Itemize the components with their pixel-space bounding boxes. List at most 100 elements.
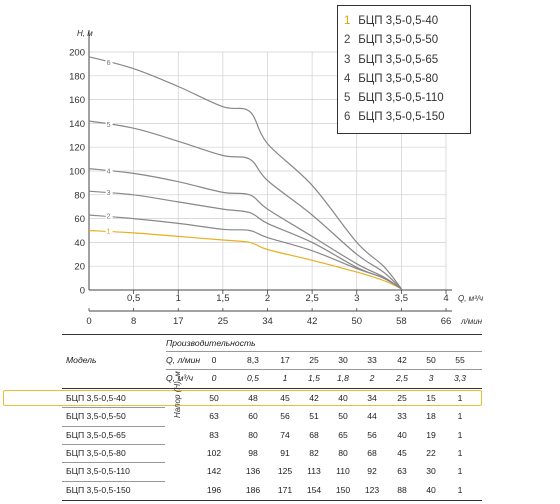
x-tick-label-q: 0,5 <box>127 293 140 304</box>
head-value: 125 <box>277 466 293 477</box>
curve-label-bg <box>105 167 113 176</box>
highlight-row-frame <box>3 390 482 406</box>
x-tick-label-flow: 17 <box>173 316 184 327</box>
flow-m3h-row: Q, м³/ч 0 0,5 1 1,5 1,8 2 2,5 3 3,3 <box>62 370 482 386</box>
header-bottom-border <box>62 388 482 389</box>
row-separator <box>62 425 165 427</box>
table-bottom-border <box>62 499 482 501</box>
head-value: 15 <box>426 393 436 403</box>
y-tick-label: 60 <box>74 214 85 225</box>
x-tick-label-q: 2 <box>265 293 270 304</box>
head-value: 40 <box>397 429 407 440</box>
curve-label-bg <box>105 121 113 130</box>
y-tick-label: 120 <box>69 143 85 154</box>
y-tick-label: 160 <box>69 95 85 106</box>
x-tick-label-q: 2,5 <box>306 293 319 304</box>
x-tick-label-flow: 66 <box>441 316 452 327</box>
head-value: 110 <box>336 466 350 477</box>
head-value: 68 <box>309 429 319 440</box>
flow-lpm-value: 8,3 <box>247 355 259 365</box>
curve-number-label: 3 <box>107 190 111 197</box>
row-separator <box>62 480 165 482</box>
x-tick-label-q: 3 <box>354 293 359 304</box>
head-value: 22 <box>426 447 436 458</box>
curve-5 <box>88 120 402 290</box>
head-value: 1 <box>457 466 463 477</box>
flow-m3h-value: 3 <box>428 373 434 383</box>
head-value: 19 <box>426 429 436 440</box>
flow-m3h-value: 1,8 <box>337 373 349 383</box>
x-axis-label-q: Q, м³/ч <box>458 294 483 303</box>
legend-model-name: БЦП 3,5-0,5-80 <box>355 72 439 85</box>
head-value: 196 <box>206 484 222 495</box>
head-value: 45 <box>280 393 290 403</box>
flow-m3h-value: 0 <box>211 373 217 383</box>
x-tick-label-q: 4 <box>443 293 448 304</box>
legend-item: 6 БЦП 3,5-0,5-150 <box>344 108 470 127</box>
legend-number: 4 <box>344 72 351 85</box>
table-row: БЦП 3,5-0,5-50 63 60 56 51 50 44 33 18 1 <box>62 408 482 424</box>
legend-model-name: БЦП 3,5-0,5-50 <box>355 34 439 47</box>
head-value: 51 <box>309 411 319 422</box>
legend-model-name: БЦП 3,5-0,5-150 <box>355 111 445 124</box>
flow-lpm-value: 30 <box>338 355 348 365</box>
x-tick-label-flow: 58 <box>396 316 407 327</box>
head-value: 80 <box>248 429 258 440</box>
head-value: 1 <box>457 411 463 422</box>
flow-lpm-row: Модель Q, л/мин 0 8,3 17 25 30 33 42 50 55 <box>62 352 482 368</box>
y-tick-label: 0 <box>80 286 85 297</box>
x-tick-label-flow: 42 <box>307 316 318 327</box>
head-value: 42 <box>309 393 319 403</box>
row-separator <box>62 407 165 409</box>
y-tick-label: 80 <box>74 190 85 201</box>
head-value: 56 <box>367 429 377 440</box>
flow-m3h-value: 2,5 <box>396 373 408 383</box>
head-value: 171 <box>277 484 293 495</box>
legend-number: 6 <box>344 111 351 124</box>
curve-label-bg <box>105 227 113 236</box>
model-name: БЦП 3,5-0,5-65 <box>66 429 126 440</box>
x-tick-label-q: 1 <box>176 293 181 304</box>
head-value: 142 <box>206 466 222 477</box>
head-value: 1 <box>457 484 463 495</box>
head-value: 44 <box>367 411 377 422</box>
flow-m3h-label: Q, м³/ч <box>166 373 194 383</box>
head-value: 18 <box>426 411 436 422</box>
flow-m3h-value: 0,5 <box>247 373 259 383</box>
curve-1 <box>88 229 402 290</box>
legend-item: 5 БЦП 3,5-0,5-110 <box>344 89 470 108</box>
x-tick-label-flow: 8 <box>131 316 136 327</box>
legend-number: 1 <box>344 15 351 27</box>
head-value: 40 <box>426 484 436 495</box>
head-value: 74 <box>280 429 290 440</box>
x-tick-label-flow: 0 <box>86 316 91 327</box>
flow-lpm-value: 17 <box>280 355 290 365</box>
legend-item: 1 БЦП 3,5-0,5-40 <box>344 12 470 31</box>
y-tick-label: 20 <box>74 262 85 273</box>
head-value: 56 <box>280 411 290 422</box>
curve-3 <box>88 190 402 290</box>
head-value: 60 <box>248 411 258 422</box>
legend-item: 4 БЦП 3,5-0,5-80 <box>344 70 470 89</box>
legend-number: 2 <box>344 34 351 47</box>
table-row: БЦП 3,5-0,5-65 83 80 74 68 65 56 40 19 1 <box>62 427 482 443</box>
head-value: 88 <box>397 484 407 495</box>
head-value: 123 <box>364 484 380 495</box>
head-value: 98 <box>248 447 258 458</box>
model-name: БЦП 3,5-0,5-40 <box>66 393 126 403</box>
flow-lpm-value: 55 <box>455 355 465 365</box>
head-value: 50 <box>338 411 348 422</box>
head-value: 186 <box>245 484 261 495</box>
head-value: 65 <box>338 429 348 440</box>
flow-m3h-value: 3,3 <box>454 373 466 383</box>
head-value: 63 <box>397 466 407 477</box>
head-value: 48 <box>248 393 258 403</box>
flow-lpm-value: 33 <box>367 355 377 365</box>
curve-label-bg <box>105 212 113 221</box>
head-value: 40 <box>338 393 348 403</box>
legend-number: 3 <box>344 53 351 66</box>
head-value: 50 <box>209 393 219 403</box>
flow-separator <box>166 369 482 370</box>
